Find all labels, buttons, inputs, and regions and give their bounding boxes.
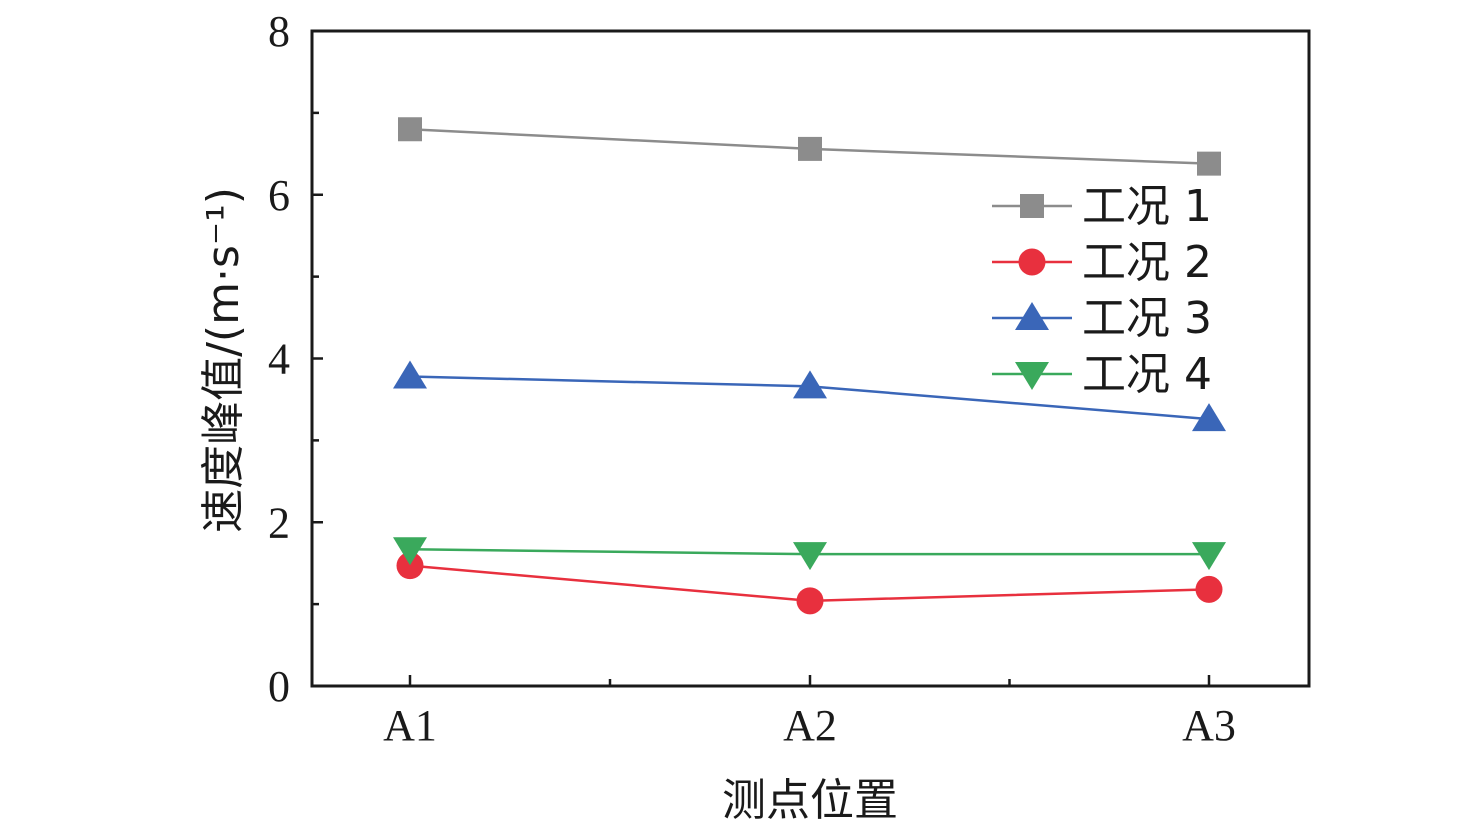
- legend-label: 工况 1: [1082, 181, 1212, 232]
- data-point-marker: [793, 370, 827, 399]
- data-point-marker: [798, 136, 822, 161]
- y-axis-title: 速度峰值/(m·s⁻¹): [198, 187, 249, 533]
- y-tick-label: 6: [268, 171, 290, 220]
- legend-entry: 工况 3: [992, 293, 1212, 344]
- data-point-marker: [396, 552, 424, 580]
- legend-label: 工况 2: [1082, 237, 1212, 288]
- series-4: [393, 537, 1226, 571]
- data-point-marker: [393, 360, 427, 389]
- x-tick-label: A3: [1182, 701, 1236, 750]
- x-tick-label: A1: [383, 701, 437, 750]
- legend-marker: [1015, 362, 1049, 390]
- legend-marker: [1018, 248, 1046, 276]
- y-tick-label: 4: [268, 335, 290, 384]
- legend-entry: 工况 1: [992, 181, 1212, 232]
- data-point-marker: [398, 117, 422, 142]
- data-point-marker: [393, 537, 427, 566]
- y-tick-label: 0: [268, 662, 290, 711]
- data-point-marker: [1192, 542, 1226, 571]
- y-tick-label: 2: [268, 498, 290, 547]
- legend-entry: 工况 2: [992, 237, 1212, 288]
- legend-label: 工况 4: [1082, 349, 1212, 400]
- y-tick-label: 8: [268, 7, 290, 56]
- x-tick-label: A2: [783, 701, 837, 750]
- legend: 工况 1工况 2工况 3工况 4: [992, 181, 1212, 400]
- data-point-marker: [796, 587, 824, 615]
- series-2: [396, 552, 1223, 615]
- legend-marker: [1020, 194, 1044, 218]
- data-point-marker: [1192, 403, 1226, 432]
- series-layer: [393, 117, 1226, 615]
- legend-marker: [1015, 302, 1049, 330]
- y-axis-ticks: 0 2 4 6 8: [268, 7, 323, 711]
- legend-entry: 工况 4: [992, 349, 1212, 400]
- data-point-marker: [793, 542, 827, 571]
- x-axis-ticks: A1 A2 A3: [383, 675, 1236, 750]
- data-point-marker: [1195, 575, 1223, 603]
- series-1: [398, 117, 1221, 176]
- data-point-marker: [1197, 151, 1221, 176]
- x-axis-title: 测点位置: [722, 775, 898, 826]
- series-3: [393, 360, 1226, 432]
- legend-label: 工况 3: [1082, 293, 1212, 344]
